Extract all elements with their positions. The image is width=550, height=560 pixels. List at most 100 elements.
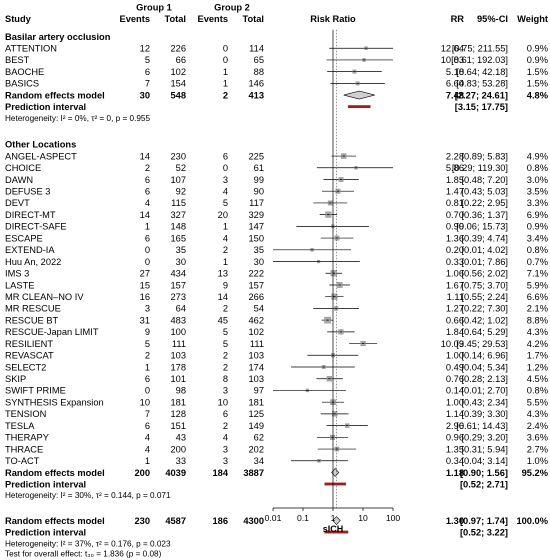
- overall-random-label: Random effects model: [5, 516, 105, 526]
- events-1: 6: [145, 233, 150, 243]
- events-1: 4: [145, 433, 150, 443]
- events-1: 3: [145, 304, 150, 314]
- events-2: 3: [223, 456, 228, 466]
- total-1: 35: [176, 245, 186, 255]
- events-1: 0: [145, 257, 150, 267]
- weight-value: 6.6%: [527, 292, 548, 302]
- events-2: 4: [223, 433, 228, 443]
- events-1: 1: [145, 222, 150, 232]
- overall-random-diamond: [332, 516, 341, 525]
- rr-value: 0.33: [446, 257, 464, 267]
- ci-value: [0.39; 3.30]: [461, 409, 508, 419]
- study-name: BAOCHE: [5, 67, 44, 77]
- study-name: BEST: [5, 55, 30, 65]
- study-name: ESCAPE: [5, 233, 43, 243]
- total-1: 157: [170, 280, 186, 290]
- study-name: ATTENTION: [5, 44, 57, 54]
- rr-value: 1.36: [446, 233, 464, 243]
- events-2: 10: [218, 397, 228, 407]
- rr-value: 1.27: [446, 304, 464, 314]
- total-1: 107: [170, 175, 186, 185]
- events-1: 10: [140, 397, 150, 407]
- weight-value: 2.4%: [527, 421, 548, 431]
- total-2: 30: [254, 257, 264, 267]
- subgroup-random-diamond: [343, 90, 375, 100]
- total-1: 103: [170, 351, 186, 361]
- events-2: 1: [223, 222, 228, 232]
- study-name: DAWN: [5, 175, 33, 185]
- events-2: 6: [223, 409, 228, 419]
- total-1: 52: [176, 163, 186, 173]
- footer-line: Heterogeneity: I² = 37%, τ² = 0.176, p =…: [5, 539, 171, 548]
- events-2: 4: [223, 187, 228, 197]
- events-2: 0: [223, 55, 228, 65]
- weight-value: 4.2%: [527, 339, 548, 349]
- total-1: 148: [170, 222, 186, 232]
- events-2: 5: [223, 327, 228, 337]
- weight-value: 1.5%: [527, 79, 548, 89]
- ci-value: [0.01; 7.86]: [461, 257, 508, 267]
- study-name: DIRECT-MT: [5, 210, 56, 220]
- events-2: 1: [223, 257, 228, 267]
- subgroup-prediction-ci: [0.52; 2.71]: [460, 480, 508, 490]
- ci-value: [0.43; 5.03]: [461, 187, 508, 197]
- rr-value: 1.35: [446, 444, 464, 454]
- events-1: 6: [145, 67, 150, 77]
- events-1: 1: [145, 362, 150, 372]
- total-1: 98: [176, 386, 186, 396]
- rr-value: 2.96: [446, 421, 464, 431]
- weight-value: 5.9%: [527, 280, 548, 290]
- overall-random-weight: 100.0%: [516, 516, 548, 526]
- header-total1: Total: [164, 14, 186, 24]
- ci-value: [0.04; 3.14]: [461, 456, 508, 466]
- overall-random-rr: 1.30: [446, 516, 464, 526]
- rr-value: 0.70: [446, 210, 464, 220]
- ci-value: [0.04; 5.34]: [461, 362, 508, 372]
- total-1: 327: [170, 210, 186, 220]
- total-2: 149: [248, 421, 264, 431]
- total-2: 65: [254, 55, 264, 65]
- study-name: THERAPY: [5, 433, 49, 443]
- subgroup-random-weight: 4.8%: [527, 90, 549, 100]
- subgroup-heterogeneity: Heterogeneity: I² = 30%, τ² = 0.144, p =…: [5, 491, 171, 500]
- total-1: 92: [176, 187, 186, 197]
- study-name: SWIFT PRIME: [5, 386, 66, 396]
- events-1: 1: [145, 456, 150, 466]
- ci-value: [0.22; 2.95]: [461, 198, 508, 208]
- events-2: 13: [218, 269, 228, 279]
- header-risk-ratio: Risk Ratio: [310, 14, 356, 24]
- study-name: DEVT: [5, 198, 30, 208]
- header-events1: Events: [120, 14, 151, 24]
- footer-line: Test for overall effect: t₃₀ = 1.836 (p …: [5, 549, 162, 558]
- total-1: 115: [171, 198, 186, 208]
- total-1: 128: [170, 409, 186, 419]
- weight-value: 1.2%: [527, 362, 548, 372]
- ci-value: [0.31; 5.94]: [461, 444, 508, 454]
- subgroup-prediction-label: Prediction interval: [5, 102, 86, 112]
- weight-value: 3.6%: [527, 433, 548, 443]
- weight-value: 3.0%: [527, 175, 548, 185]
- ci-value: [0.56; 2.02]: [461, 269, 508, 279]
- study-name: LASTE: [5, 280, 34, 290]
- rr-value: 10.09: [441, 339, 464, 349]
- subgroup-random-label: Random effects model: [5, 468, 105, 478]
- total-2: 462: [248, 315, 264, 325]
- events-1: 27: [140, 269, 150, 279]
- total-1: 33: [176, 456, 186, 466]
- subgroup-random-diamond: [331, 468, 340, 477]
- total-2: 181: [248, 397, 264, 407]
- events-1: 6: [145, 175, 150, 185]
- ci-value: [0.01; 4.02]: [461, 245, 508, 255]
- study-name: DEFUSE 3: [5, 187, 50, 197]
- total-2: 90: [254, 187, 264, 197]
- overall-random-events2: 186: [212, 516, 228, 526]
- ci-value: [0.39; 4.74]: [461, 233, 508, 243]
- study-name: TO-ACT: [5, 456, 40, 466]
- rr-value: 0.76: [446, 374, 464, 384]
- rr-value: 0.81: [446, 198, 464, 208]
- weight-value: 4.3%: [527, 409, 548, 419]
- events-2: 2: [223, 304, 228, 314]
- subgroup-random-total2: 413: [248, 90, 264, 100]
- events-1: 7: [145, 409, 150, 419]
- total-2: 114: [249, 44, 264, 54]
